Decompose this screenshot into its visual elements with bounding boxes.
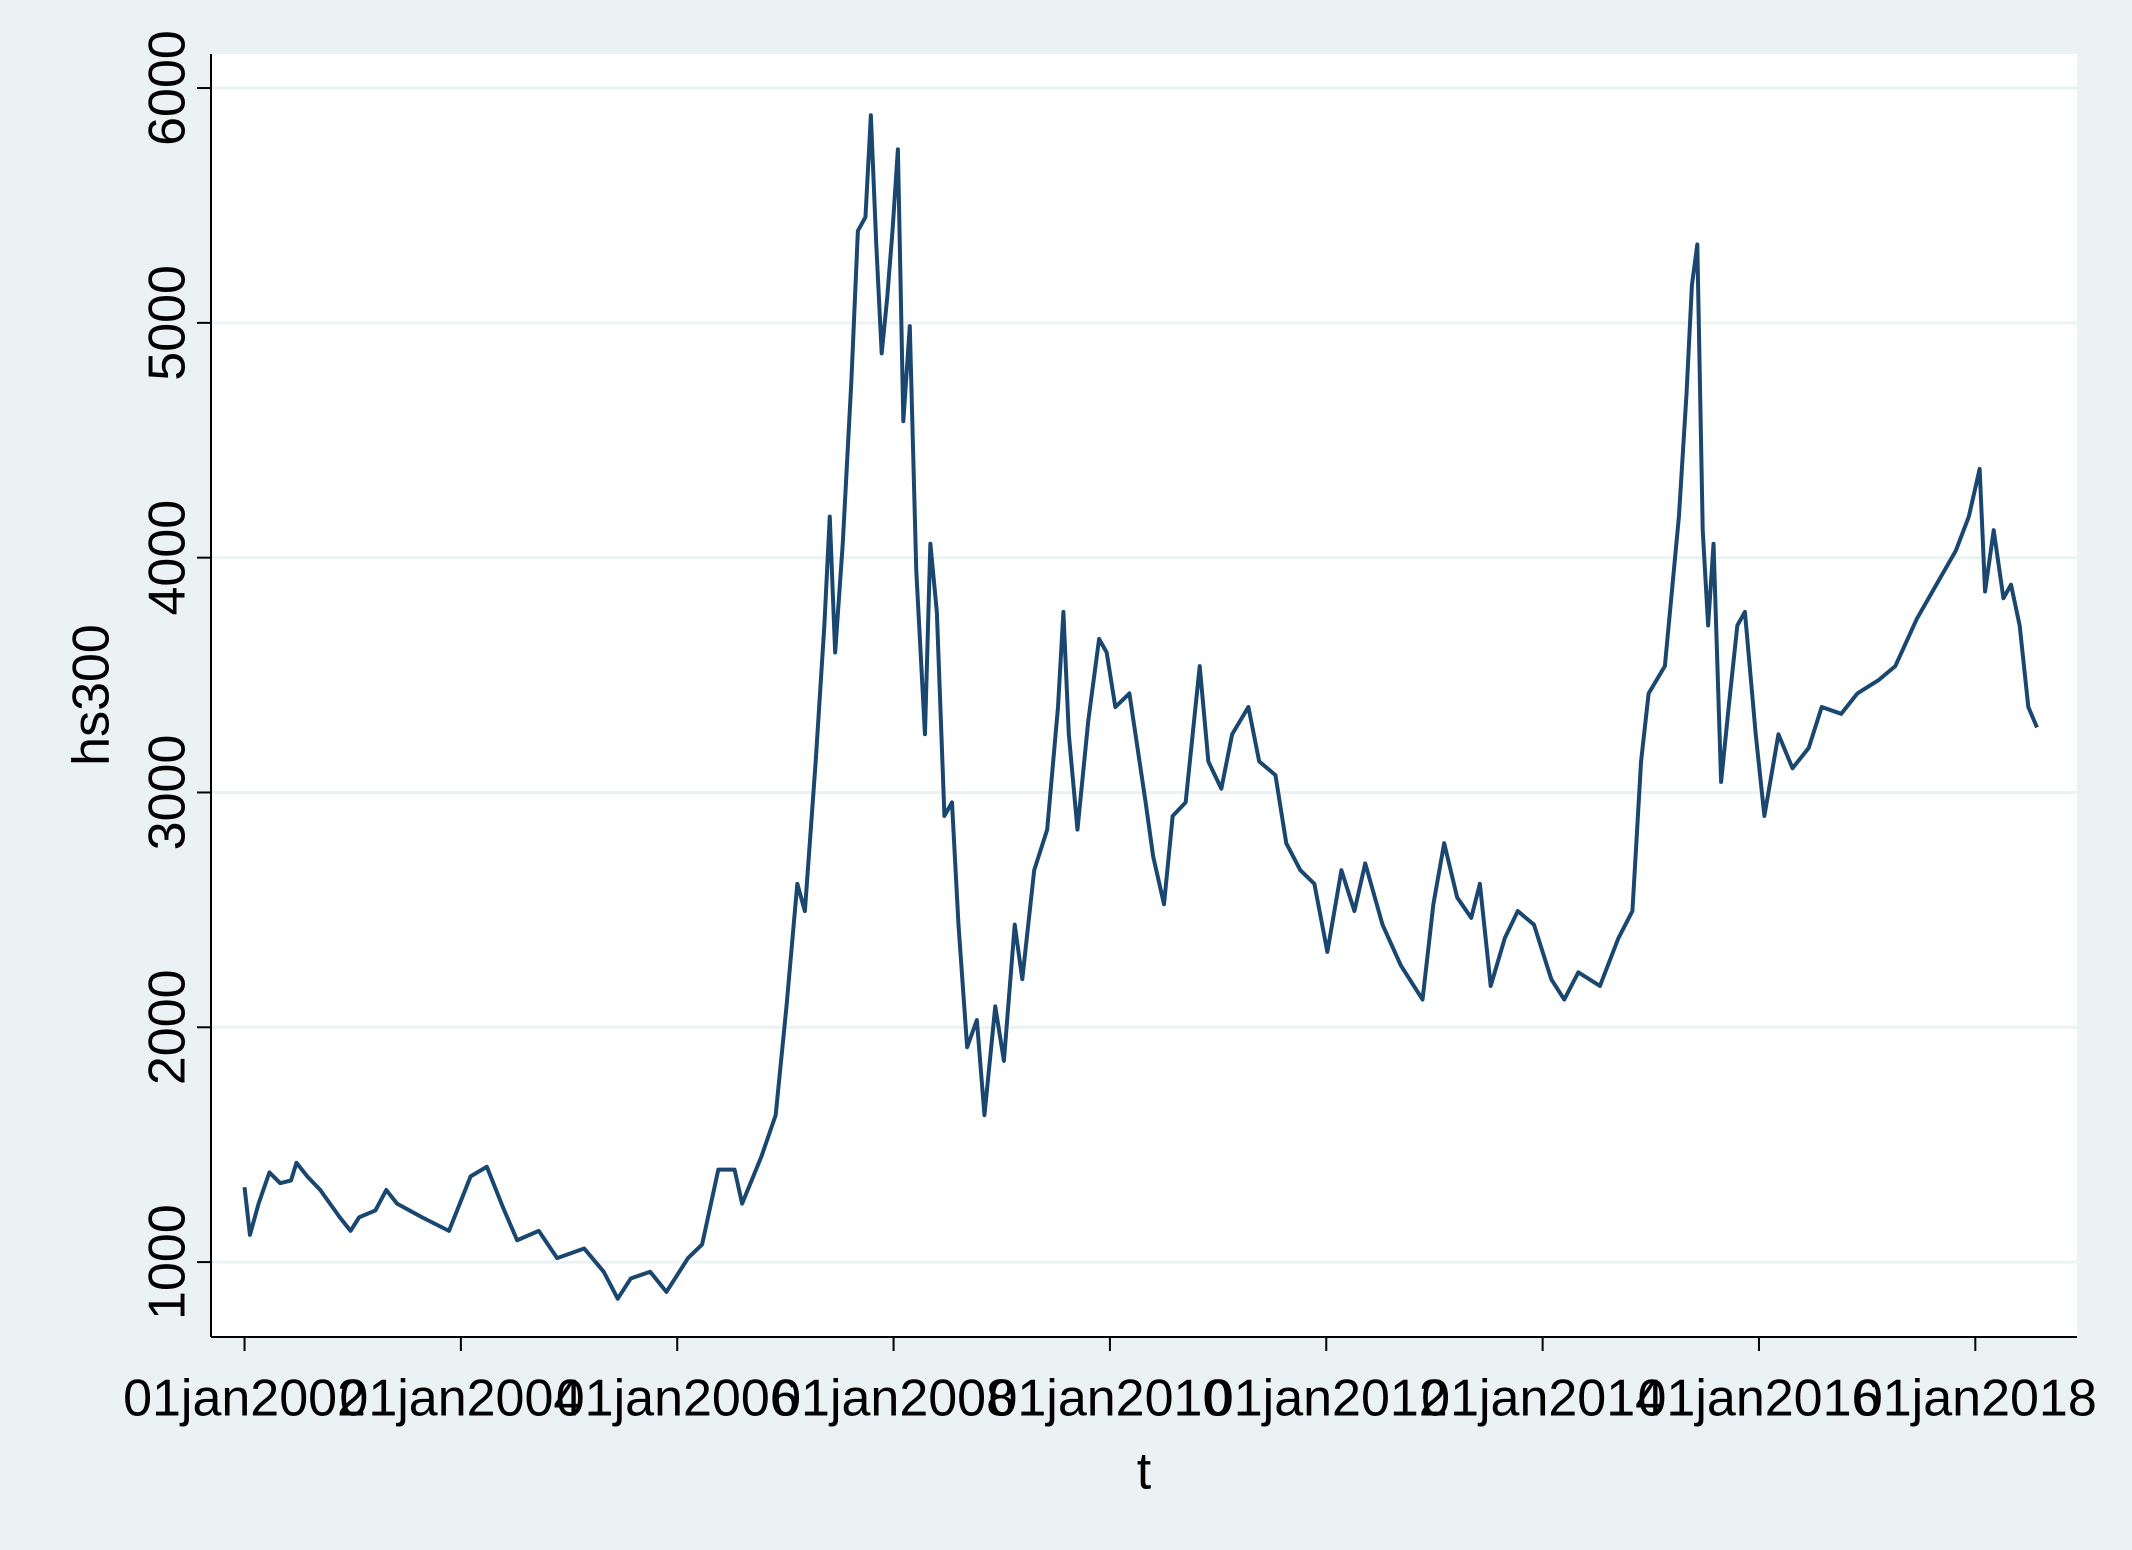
x-axis-title: t (1137, 1443, 1152, 1501)
x-tick-label: 01jan2004 (339, 1370, 582, 1428)
x-tick-label: 01jan2006 (556, 1370, 799, 1428)
x-tick-label: 01jan2016 (1638, 1370, 1881, 1428)
y-tick-label: 4000 (139, 500, 197, 616)
x-tick-label: 01jan2018 (1854, 1370, 2097, 1428)
series-line (242, 113, 2039, 1301)
y-axis-title: hs300 (63, 624, 121, 766)
x-tick-label: 01jan2008 (772, 1370, 1015, 1428)
y-tick-label: 3000 (139, 735, 197, 851)
plot-area (211, 54, 2077, 1337)
y-tick-label: 6000 (139, 30, 197, 146)
y-tick-label: 5000 (139, 265, 197, 381)
y-tick-label: 1000 (139, 1204, 197, 1320)
y-tick-label: 2000 (139, 969, 197, 1085)
x-tick-label: 01jan2002 (123, 1370, 366, 1428)
x-tick-label: 01jan2014 (1421, 1370, 1664, 1428)
x-tick-label: 01jan2012 (1205, 1370, 1448, 1428)
x-tick-label: 01jan2010 (988, 1370, 1231, 1428)
